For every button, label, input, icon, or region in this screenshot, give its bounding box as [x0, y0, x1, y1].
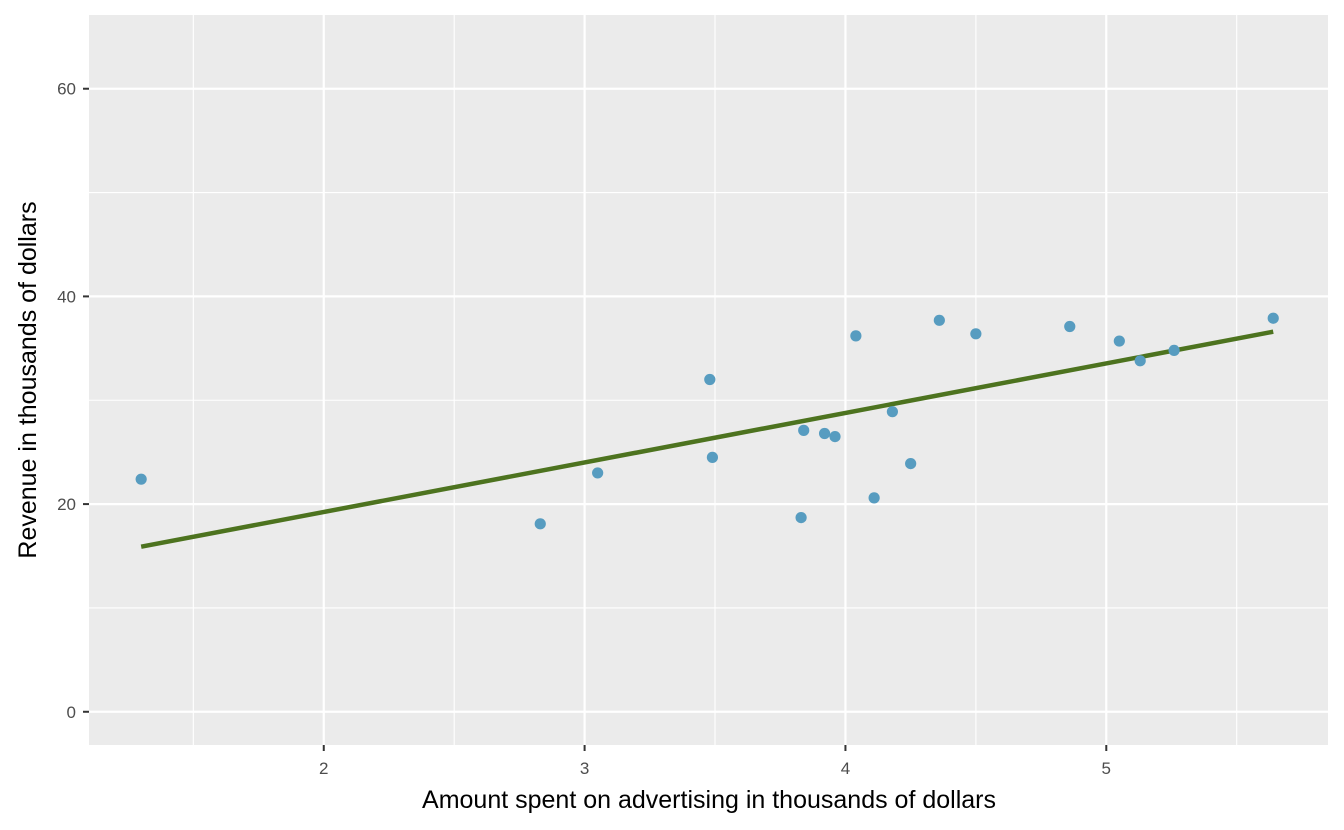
- data-point: [135, 473, 147, 485]
- data-point: [795, 511, 807, 524]
- data-point: [706, 451, 719, 463]
- data-point: [905, 457, 917, 470]
- y-tick-label: 20: [57, 495, 76, 514]
- data-point: [1267, 312, 1279, 324]
- data-point: [592, 467, 604, 479]
- data-point: [534, 518, 546, 530]
- data-point: [1168, 344, 1180, 357]
- x-axis-title: Amount spent on advertising in thousands…: [422, 786, 996, 814]
- y-tick-labels: 0 20 40 60: [57, 80, 76, 722]
- x-tick-label: 3: [580, 759, 589, 778]
- data-point: [818, 427, 831, 440]
- data-point: [933, 314, 945, 326]
- regression-line: [140, 329, 1274, 549]
- data-point: [798, 424, 810, 436]
- major-gridlines: [89, 15, 1328, 745]
- y-tick-label: 60: [57, 80, 76, 99]
- y-tick-label: 40: [57, 287, 76, 306]
- data-point: [886, 406, 898, 418]
- data-point: [1113, 335, 1125, 347]
- y-tick-label: 0: [67, 703, 76, 722]
- axis-ticks: [83, 87, 1108, 751]
- data-point: [1064, 320, 1076, 333]
- x-tick-labels: 2 3 4 5: [319, 759, 1111, 778]
- x-tick-label: 2: [319, 759, 328, 778]
- data-points: [135, 312, 1279, 530]
- data-point: [829, 430, 841, 443]
- y-axis-title: Revenue in thousands of dollars: [14, 201, 42, 558]
- x-tick-label: 4: [841, 759, 850, 778]
- data-point: [1134, 355, 1146, 367]
- data-point: [704, 373, 716, 386]
- data-point: [868, 492, 880, 504]
- data-point: [850, 330, 862, 342]
- data-point: [970, 328, 982, 340]
- x-tick-label: 5: [1102, 759, 1111, 778]
